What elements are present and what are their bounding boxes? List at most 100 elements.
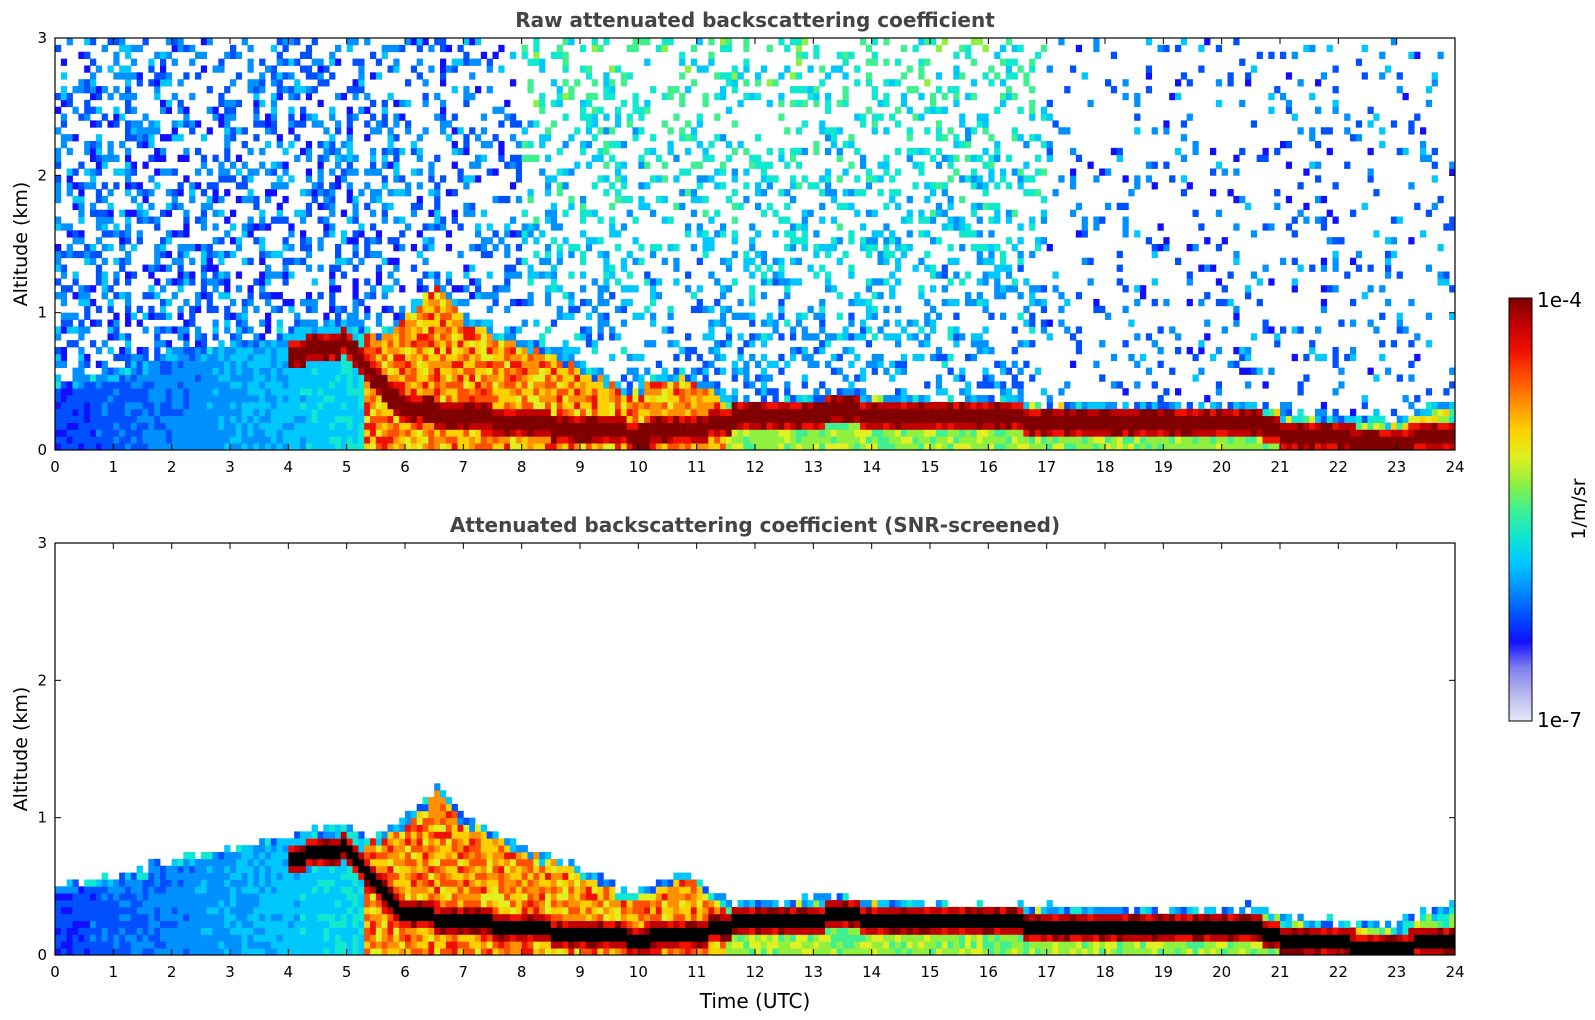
heatmap-cell <box>743 395 750 403</box>
heatmap-cell <box>772 408 779 417</box>
heatmap-cell <box>95 408 103 417</box>
heatmap-cell <box>195 353 202 362</box>
heatmap-cell <box>871 401 878 410</box>
heatmap-cell <box>171 202 178 211</box>
heatmap-cell <box>90 436 97 444</box>
heatmap-cell <box>690 244 698 252</box>
heatmap-cell <box>860 443 867 451</box>
heatmap-cell <box>912 333 919 341</box>
heatmap-cell <box>136 429 143 437</box>
heatmap-cell <box>305 395 313 403</box>
heatmap-cell <box>265 326 272 334</box>
heatmap-cell <box>947 161 954 169</box>
heatmap-cell <box>510 298 517 307</box>
heatmap-cell <box>72 292 79 300</box>
heatmap-cell <box>148 216 155 224</box>
heatmap-cell <box>101 401 108 410</box>
heatmap-cell <box>778 72 785 80</box>
heatmap-cell <box>416 429 423 437</box>
heatmap-cell <box>113 223 120 231</box>
heatmap-cell <box>294 374 301 382</box>
heatmap-cell <box>422 367 429 375</box>
heatmap-cell <box>422 319 429 327</box>
heatmap-cell <box>871 209 878 217</box>
heatmap-cell <box>842 168 849 176</box>
heatmap-cell <box>241 38 248 46</box>
heatmap-cell <box>562 113 569 121</box>
heatmap-cell <box>860 319 867 327</box>
heatmap-cell <box>574 79 581 87</box>
heatmap-cell <box>200 161 208 169</box>
heatmap-cell <box>445 292 453 300</box>
heatmap-cell <box>259 353 266 362</box>
heatmap-cell <box>603 443 610 451</box>
heatmap-cell <box>807 305 814 314</box>
heatmap-cell <box>743 367 750 375</box>
heatmap-cell <box>982 44 989 53</box>
heatmap-cell <box>737 436 744 444</box>
heatmap-cell <box>323 436 330 444</box>
heatmap-cell <box>323 147 330 156</box>
heatmap-cell <box>323 388 330 396</box>
heatmap-cell <box>399 367 406 375</box>
heatmap-cell <box>1040 237 1048 245</box>
heatmap-cell <box>527 401 534 410</box>
heatmap-cell <box>690 44 698 53</box>
heatmap-cell <box>795 161 803 169</box>
heatmap-cell <box>206 86 213 94</box>
heatmap-cell <box>165 278 173 286</box>
heatmap-cell <box>1023 415 1030 423</box>
heatmap-cell <box>725 395 733 403</box>
heatmap-cell <box>1029 429 1036 437</box>
heatmap-cell <box>900 395 908 403</box>
heatmap-cell <box>515 175 523 183</box>
heatmap-cell <box>486 401 493 410</box>
heatmap-cell <box>329 168 336 176</box>
heatmap-cell <box>247 58 254 66</box>
heatmap-cell <box>434 154 441 162</box>
heatmap-cell <box>305 422 313 430</box>
heatmap-cell <box>585 408 593 417</box>
heatmap-cell <box>632 436 639 444</box>
heatmap-cell <box>813 244 820 252</box>
heatmap-cell <box>585 65 593 73</box>
heatmap-cell <box>959 230 966 238</box>
heatmap-cell <box>871 415 878 423</box>
heatmap-cell <box>154 223 161 231</box>
heatmap-cell <box>165 340 173 348</box>
heatmap-cell <box>550 278 558 286</box>
heatmap-cell <box>790 237 797 245</box>
heatmap-cell <box>136 134 143 142</box>
heatmap-cell <box>515 195 523 204</box>
heatmap-cell <box>235 436 243 444</box>
heatmap-cell <box>865 360 873 368</box>
heatmap-cell <box>55 92 62 101</box>
heatmap-cell <box>422 285 429 293</box>
heatmap-cell <box>451 347 458 355</box>
heatmap-cell <box>165 401 173 410</box>
heatmap-cell <box>597 436 604 444</box>
heatmap-cell <box>60 443 68 451</box>
heatmap-cell <box>865 106 873 114</box>
heatmap-cell <box>60 58 68 66</box>
heatmap-cell <box>270 415 278 423</box>
heatmap-cell <box>486 367 493 375</box>
heatmap-cell <box>778 422 785 430</box>
heatmap-cell <box>603 278 610 286</box>
heatmap-cell <box>620 436 628 444</box>
heatmap-cell <box>580 257 587 265</box>
heatmap-cell <box>842 189 849 197</box>
heatmap-cell <box>445 443 453 451</box>
heatmap-cell <box>335 360 342 368</box>
heatmap-cell <box>113 436 120 444</box>
heatmap-cell <box>125 305 132 314</box>
heatmap-cell <box>574 401 581 410</box>
heatmap-cell <box>655 415 663 423</box>
heatmap-cell <box>871 278 878 286</box>
heatmap-cell <box>434 271 441 279</box>
heatmap-cell <box>270 271 278 279</box>
heatmap-cell <box>883 127 890 135</box>
heatmap-cell <box>101 216 108 224</box>
heatmap-cell <box>737 202 744 211</box>
heatmap-cell <box>527 388 534 396</box>
